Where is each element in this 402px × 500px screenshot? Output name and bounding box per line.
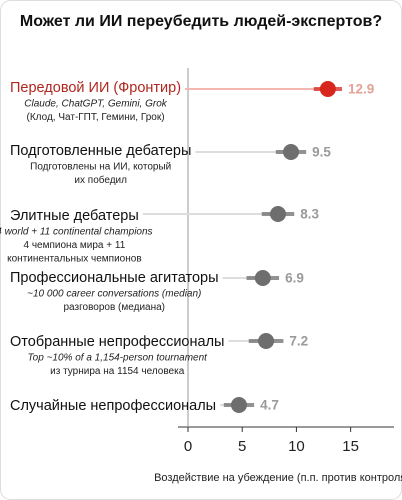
dot xyxy=(283,144,299,160)
x-tick-label: 10 xyxy=(288,438,305,455)
note-ru: (Клод, Чат-ГПТ, Гемини, Грок) xyxy=(27,112,165,123)
note-en: 4 world + 11 continental champions xyxy=(0,227,153,238)
category-label: Передовой ИИ (Фронтир) xyxy=(10,80,181,96)
value-label: 12.9 xyxy=(348,82,374,97)
note-ru: разговоров (медиана) xyxy=(64,302,166,313)
note-en: ~10 000 career conversations (median) xyxy=(27,289,201,300)
category-label: Элитные дебатеры xyxy=(10,208,139,224)
value-label: 4.7 xyxy=(260,398,279,413)
note-ru: Подготовлены на ИИ, который xyxy=(30,162,171,173)
note-ru: континентальных чемпионов xyxy=(7,254,142,265)
category-label: Отобранные непрофессионалы xyxy=(10,334,224,350)
x-tick-label: 15 xyxy=(342,438,359,455)
dot xyxy=(319,81,336,97)
dot xyxy=(254,270,271,286)
value-label: 7.2 xyxy=(289,334,308,349)
value-label: 8.3 xyxy=(300,207,319,222)
dot xyxy=(230,397,247,413)
value-label: 9.5 xyxy=(312,145,331,160)
dot xyxy=(258,333,275,349)
x-tick-label: 5 xyxy=(238,438,246,455)
category-label: Профессиональные агитаторы xyxy=(10,270,219,286)
note-ru: их победил xyxy=(74,174,127,186)
category-label: Случайные непрофессионалы xyxy=(10,398,216,414)
note-ru: 4 чемпиона мира + 11 xyxy=(24,240,126,251)
note-en: Claude, ChatGPT, Gemini, Grok xyxy=(24,99,167,110)
note-ru: из турнира на 1154 человека xyxy=(50,366,185,377)
x-axis-label: Воздействие на убеждение (п.п. против ко… xyxy=(154,472,402,484)
chart-title: Может ли ИИ переубедить людей-экспертов? xyxy=(20,13,382,30)
value-label: 6.9 xyxy=(285,271,304,286)
x-tick-label: 0 xyxy=(184,438,192,455)
note-en: Top ~10% of a 1,154-person tournament xyxy=(27,353,208,364)
dot xyxy=(269,206,286,222)
category-label: Подготовленные дебатеры xyxy=(10,143,191,159)
